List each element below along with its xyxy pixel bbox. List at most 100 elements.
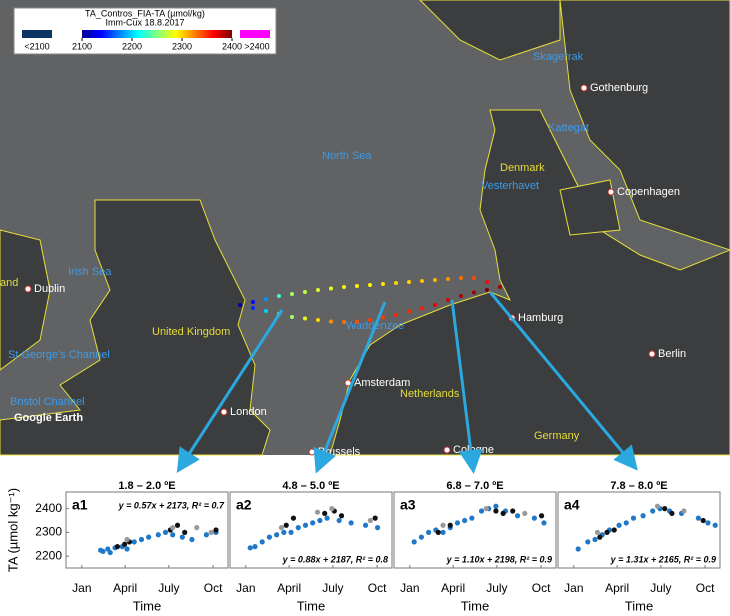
map-label: Gothenburg [590, 82, 648, 94]
x-tick-label: April [605, 581, 629, 595]
track-point [485, 288, 489, 292]
track-point [420, 306, 424, 311]
scatter-point [372, 515, 378, 521]
map-label: Dublin [34, 283, 65, 295]
fit-annotation: y = 1.31x + 2165, R² = 0.9 [610, 554, 716, 564]
colorbar-tick-label: 2400 [222, 41, 242, 51]
scatter-point [712, 522, 718, 528]
panel-frame [393, 491, 557, 569]
track-point [459, 276, 463, 280]
track-point [342, 285, 346, 289]
panel-frame [557, 491, 721, 569]
city-marker [648, 350, 656, 358]
scatter-point [247, 545, 253, 551]
panel-frame [65, 491, 229, 569]
land [0, 199, 271, 456]
map-label: North Sea [322, 150, 372, 162]
colorbar-title: TA_Contros_FIA-TA (µmol/kg) [85, 8, 205, 18]
scatter-point [662, 506, 668, 512]
fit-annotation: y = 1.10x + 2198, R² = 0.9 [446, 554, 552, 564]
scatter-point [174, 522, 181, 528]
scatter-point [575, 546, 581, 552]
track-point [381, 282, 385, 286]
map-label: Google Earth [14, 412, 83, 424]
track-point [381, 315, 385, 320]
scatter-point [259, 539, 265, 545]
scatter-point [695, 515, 701, 521]
scatter-point [654, 503, 661, 509]
scatter-point [208, 529, 214, 535]
track-point [459, 294, 463, 298]
scatter-point [541, 520, 547, 526]
scatter-point [266, 534, 273, 540]
track-point [485, 280, 489, 284]
city-marker [220, 408, 228, 416]
fit-annotation: y = 0.88x + 2187, R² = 0.8 [282, 554, 388, 564]
scatter-point [170, 532, 176, 538]
scatter-point [705, 520, 711, 526]
x-tick-label: July [486, 581, 507, 595]
x-tick-label: April [441, 581, 465, 595]
track-point [355, 319, 359, 324]
y-tick-label: 2400 [35, 501, 62, 515]
scatter-point [531, 515, 537, 521]
map-label: Bristol Channel [10, 396, 85, 408]
y-tick-label: 2200 [35, 548, 62, 562]
track-point [433, 303, 437, 307]
scatter-point [681, 508, 687, 514]
land [559, 0, 730, 251]
panel-frame [229, 491, 393, 569]
track-point [290, 315, 294, 319]
x-axis-label: Time [133, 598, 161, 613]
track-point [446, 298, 450, 302]
track-point [316, 288, 320, 292]
scatter-point [124, 536, 130, 543]
scatter-point [138, 536, 145, 543]
x-tick-label: April [113, 581, 137, 595]
track-point [264, 297, 268, 301]
x-axis-label: Time [461, 598, 489, 613]
scatter-point [348, 520, 354, 526]
scatter-point [213, 527, 219, 533]
scatter-point [538, 513, 545, 519]
map-label: Denmark [500, 162, 545, 174]
scatter-point [435, 529, 441, 535]
map-label: Germany [534, 430, 580, 442]
x-tick-label: Jan [564, 581, 583, 595]
scatter-point [640, 513, 646, 519]
scatter-point [362, 522, 369, 528]
scatter-point [278, 525, 285, 531]
panel-label: a1 [72, 497, 88, 513]
track-point [329, 319, 333, 324]
scatter-point [411, 539, 417, 545]
map-label: Cologne [453, 444, 494, 456]
map-label: Kattegat [548, 122, 589, 134]
map-label: Skagerrak [533, 51, 584, 63]
colorbar-below [22, 30, 52, 38]
track-point [303, 290, 307, 294]
scatter-point [597, 534, 603, 540]
scatter-point [100, 548, 106, 554]
scatter-point [162, 529, 169, 535]
scatter-point [295, 525, 301, 531]
colorbar-subtitle: Imm-Cux 18.8.2017 [105, 17, 184, 27]
scatter-point [317, 517, 323, 524]
panel-title: 7.8 – 8.0 ºE [610, 480, 667, 492]
scatter-point [155, 532, 161, 538]
scatter-point [611, 527, 617, 533]
colorbar-tick-label: 2300 [172, 41, 192, 51]
x-tick-label: Jan [400, 581, 419, 595]
scatter-point [338, 513, 345, 519]
scatter-point [522, 510, 528, 516]
city-marker [607, 188, 615, 196]
city-marker [24, 285, 32, 293]
scatter-point [179, 534, 185, 540]
scatter-point [281, 529, 287, 535]
scatter-point [146, 534, 152, 540]
track-point [394, 313, 398, 317]
map-label: Berlin [658, 348, 686, 360]
map-label: United Kingdom [152, 326, 230, 338]
scatter-point [592, 536, 598, 543]
track-point [251, 306, 255, 310]
scatter-point [310, 520, 316, 526]
